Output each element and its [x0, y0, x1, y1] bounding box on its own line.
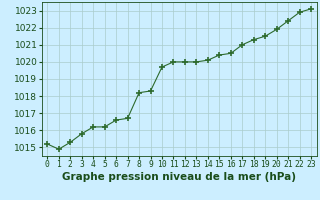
X-axis label: Graphe pression niveau de la mer (hPa): Graphe pression niveau de la mer (hPa): [62, 172, 296, 182]
